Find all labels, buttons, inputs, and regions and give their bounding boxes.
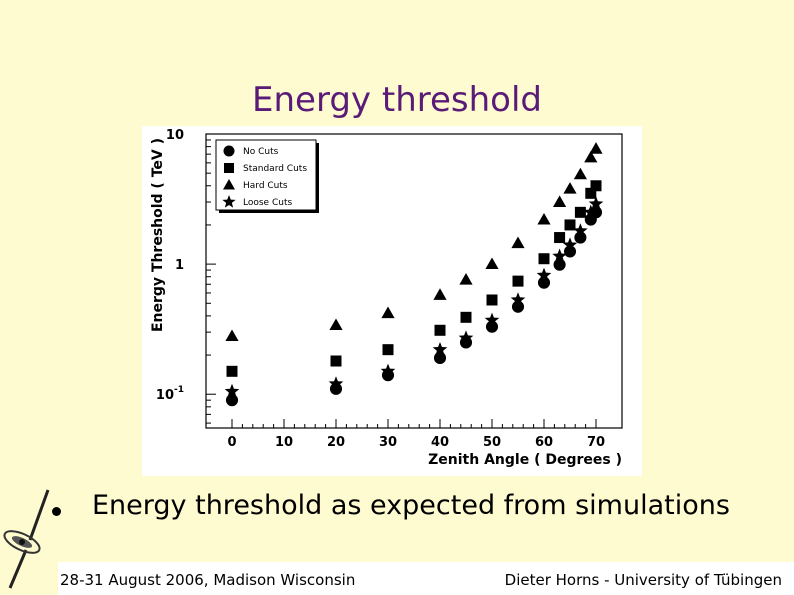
y-axis-title: Energy Threshold ( TeV ) <box>150 138 166 332</box>
bullet-text: Energy threshold as expected from simula… <box>92 490 730 521</box>
legend-label: Standard Cuts <box>243 164 307 174</box>
data-point-square <box>460 311 472 323</box>
data-point-star <box>432 341 448 356</box>
data-point-square <box>585 187 597 199</box>
data-point-square <box>574 206 586 218</box>
data-point-square <box>554 232 566 244</box>
data-point-square <box>590 180 602 192</box>
bullet-dot <box>52 507 61 516</box>
data-point-triangle <box>573 167 587 180</box>
plot-frame <box>205 133 623 429</box>
data-point-circle <box>433 351 447 365</box>
data-point-star <box>536 267 552 282</box>
data-point-triangle <box>511 236 525 249</box>
data-point-triangle <box>485 257 499 270</box>
data-point-square <box>434 324 446 336</box>
data-point-triangle <box>563 182 577 194</box>
x-tick-label: 60 <box>535 435 553 450</box>
data-point-star <box>484 312 500 327</box>
legend-marker-circle <box>223 145 235 157</box>
data-point-star <box>573 223 588 238</box>
y-tick-label: 10 <box>166 128 184 143</box>
data-point-triangle <box>537 212 551 225</box>
data-point-triangle <box>553 195 567 207</box>
x-tick-label: 20 <box>327 435 345 450</box>
data-point-square <box>538 253 550 265</box>
footer-event: 28-31 August 2006, Madison Wisconsin <box>60 571 356 589</box>
data-point-star <box>588 196 604 211</box>
data-point-triangle <box>433 288 447 300</box>
data-point-square <box>486 294 498 306</box>
energy-threshold-chart: 0 10 20 30 40 50 60 70 10-1 1 10 Zenith Angle ( Deg… <box>150 128 623 468</box>
data-point-star <box>552 248 567 263</box>
data-point-circle <box>225 394 239 407</box>
footer-author: Dieter Horns - University of Tübingen <box>504 571 782 589</box>
legend-marker-triangle <box>223 179 235 190</box>
legend-marker-square <box>224 163 234 173</box>
data-point-star <box>224 383 240 398</box>
data-point-square <box>564 219 576 231</box>
x-tick-label: 50 <box>483 435 501 450</box>
data-point-square <box>382 344 394 356</box>
data-point-circle <box>553 258 566 271</box>
x-tick-label: 40 <box>431 435 449 450</box>
data-point-triangle <box>584 150 598 163</box>
y-tick-label: 10-1 <box>156 385 184 403</box>
legend-marker-star <box>222 195 236 208</box>
data-point-triangle <box>459 273 473 285</box>
legend-label: Hard Cuts <box>243 181 288 191</box>
x-tick-label: 70 <box>587 435 605 450</box>
data-point-triangle <box>225 329 239 341</box>
legend-label: Loose Cuts <box>243 198 292 208</box>
data-point-triangle <box>381 306 395 319</box>
galaxy-logo-icon <box>3 489 50 589</box>
data-point-star <box>583 204 599 219</box>
data-point-square <box>512 275 524 287</box>
data-point-star <box>458 330 474 345</box>
x-tick-label: 10 <box>275 435 293 450</box>
data-point-triangle <box>589 142 603 154</box>
data-point-star <box>510 292 526 307</box>
legend-label: No Cuts <box>243 147 279 157</box>
data-point-square <box>330 355 342 367</box>
footer-bar <box>58 562 794 595</box>
data-point-star <box>328 376 344 391</box>
data-point-star <box>562 237 578 252</box>
legend: No Cuts Standard Cuts Hard Cuts Loose Cuts <box>215 139 319 213</box>
y-tick-label: 1 <box>175 258 184 273</box>
chart-panel: 0 10 20 30 40 50 60 70 10-1 1 10 Zenith Angle ( Deg… <box>142 126 642 476</box>
x-axis-title: Zenith Angle ( Degrees ) <box>428 452 622 468</box>
slide-title: Energy threshold <box>252 80 542 120</box>
x-tick-label: 30 <box>379 435 397 450</box>
x-tick-label: 0 <box>227 435 236 450</box>
data-point-star <box>380 363 396 378</box>
data-point-triangle <box>329 318 343 331</box>
data-point-square <box>226 365 238 377</box>
